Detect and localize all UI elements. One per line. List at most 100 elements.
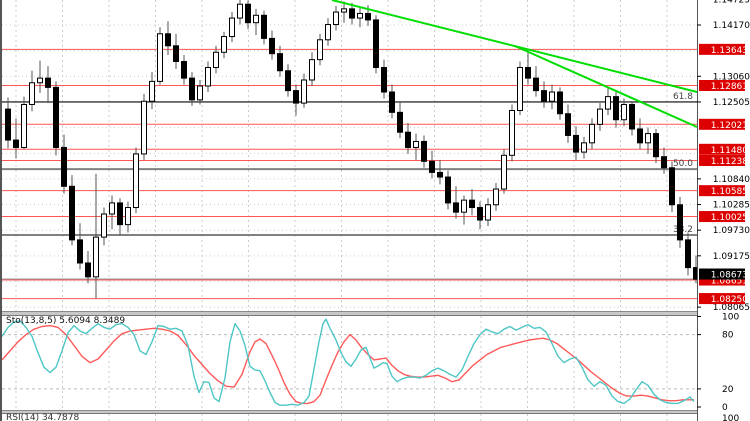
candle-bear [677, 204, 683, 241]
price-tag-red: 1.11480 [711, 146, 748, 156]
stoch-tick-label: 100 [722, 313, 739, 323]
candle-bull [229, 17, 235, 38]
candle-bull [325, 24, 331, 41]
price-tag-red: 1.08250 [711, 295, 748, 305]
price-tag-red-box [699, 154, 745, 166]
candle-bull [581, 142, 587, 153]
price-tag-red-box [699, 274, 745, 286]
candle-bear [181, 61, 187, 79]
candle-bull [205, 67, 211, 87]
candle-bear [613, 96, 619, 121]
candle-bull [549, 91, 555, 102]
pane-splitter[interactable] [2, 311, 750, 316]
candle-bear [349, 8, 355, 19]
candle-bull [509, 109, 515, 156]
price-tag-red: 1.12861 [711, 82, 748, 92]
candle-bull [645, 133, 651, 144]
fib-level-label: 61.8 [673, 92, 693, 102]
stochastic-curves [2, 318, 695, 406]
candle-bear [373, 19, 379, 69]
candle-bull [149, 80, 155, 102]
candle-bull [29, 82, 35, 105]
candle-bull [605, 96, 611, 110]
candle-bear [285, 70, 291, 92]
candle-bear [429, 160, 435, 173]
candle-bull [213, 51, 219, 69]
price-tag-red-box [699, 185, 745, 197]
candle-bear [669, 167, 675, 206]
candle-bear [77, 239, 83, 264]
price-tag-current: 1.08673 [711, 271, 748, 281]
candles [5, 0, 699, 299]
price-tag-red: 1.12021 [711, 121, 748, 131]
candle-bull [133, 153, 139, 209]
candle-bear [685, 239, 691, 269]
grid [2, 0, 697, 421]
candle-bear [541, 90, 547, 102]
pane-splitters [2, 311, 750, 414]
stochastic-signal-line [2, 324, 694, 405]
descending-trendline[interactable] [331, 0, 698, 93]
candle-bear [53, 86, 59, 148]
candle-bull [197, 85, 203, 101]
price-tag-red-box [699, 79, 745, 91]
price-tag-red-box [699, 211, 745, 223]
third-pane-tick-label: 100 [722, 414, 739, 421]
price-tick-label: 1.10285 [713, 201, 750, 211]
candle-bear [661, 156, 667, 169]
price-tick-label: 1.14725 [713, 0, 750, 5]
candle-bear [421, 140, 427, 162]
candle-bear [477, 207, 483, 221]
candle-bull [301, 79, 307, 104]
candle-bull [237, 3, 243, 19]
candle-bear [245, 3, 251, 24]
price-tag-red: 1.08651 [711, 277, 748, 287]
candle-bull [413, 140, 419, 148]
candle-bull [125, 207, 131, 226]
candle-bear [117, 202, 123, 226]
candle-bull [101, 213, 107, 238]
price-tick-label: 1.08065 [713, 303, 750, 313]
candle-bear [173, 45, 179, 63]
candle-bull [253, 14, 259, 24]
candle-bear [629, 103, 635, 130]
price-tick-label: 1.12505 [713, 98, 750, 108]
price-tag-red-box [699, 293, 745, 305]
candle-bear [189, 77, 195, 101]
stochastic-indicator-label: Sto(13,8,5) 5.6094 8.3489 [6, 316, 126, 326]
price-tag-current-box [699, 268, 745, 280]
candle-bear [533, 77, 539, 92]
candle-bear [653, 133, 659, 158]
price-tag-red: 1.10585 [711, 187, 748, 197]
pane-splitter[interactable] [2, 410, 750, 414]
candle-bear [557, 91, 563, 115]
candle-bear [269, 37, 275, 55]
candle-bear [381, 67, 387, 93]
trendlines [331, 0, 698, 128]
candle-bull [221, 36, 227, 53]
candle-bull [357, 12, 363, 19]
candle-bull [157, 33, 163, 82]
candle-bear [389, 91, 395, 113]
price-tick-label: 1.09730 [713, 226, 750, 236]
candle-bull [93, 236, 99, 278]
stochastic-main-line [2, 318, 695, 406]
candle-bull [517, 67, 523, 111]
price-tag-red-box [699, 143, 745, 155]
candle-bear [437, 171, 443, 178]
candle-bull [333, 11, 339, 26]
descending-trendline[interactable] [514, 45, 698, 128]
candle-bull [141, 100, 147, 155]
candle-bear [453, 202, 459, 213]
candle-bear [13, 139, 19, 148]
price-axis: 1.14725 1.14170 1.13060 1.12505 1.10840 1.102… [697, 0, 750, 421]
candle-bull [341, 8, 347, 13]
candle-bull [309, 59, 315, 81]
candle-bear [565, 113, 571, 136]
price-tick-label: 1.14170 [713, 21, 750, 31]
candle-bear [637, 128, 643, 144]
candle-bear [445, 176, 451, 204]
candle-bear [293, 90, 299, 104]
